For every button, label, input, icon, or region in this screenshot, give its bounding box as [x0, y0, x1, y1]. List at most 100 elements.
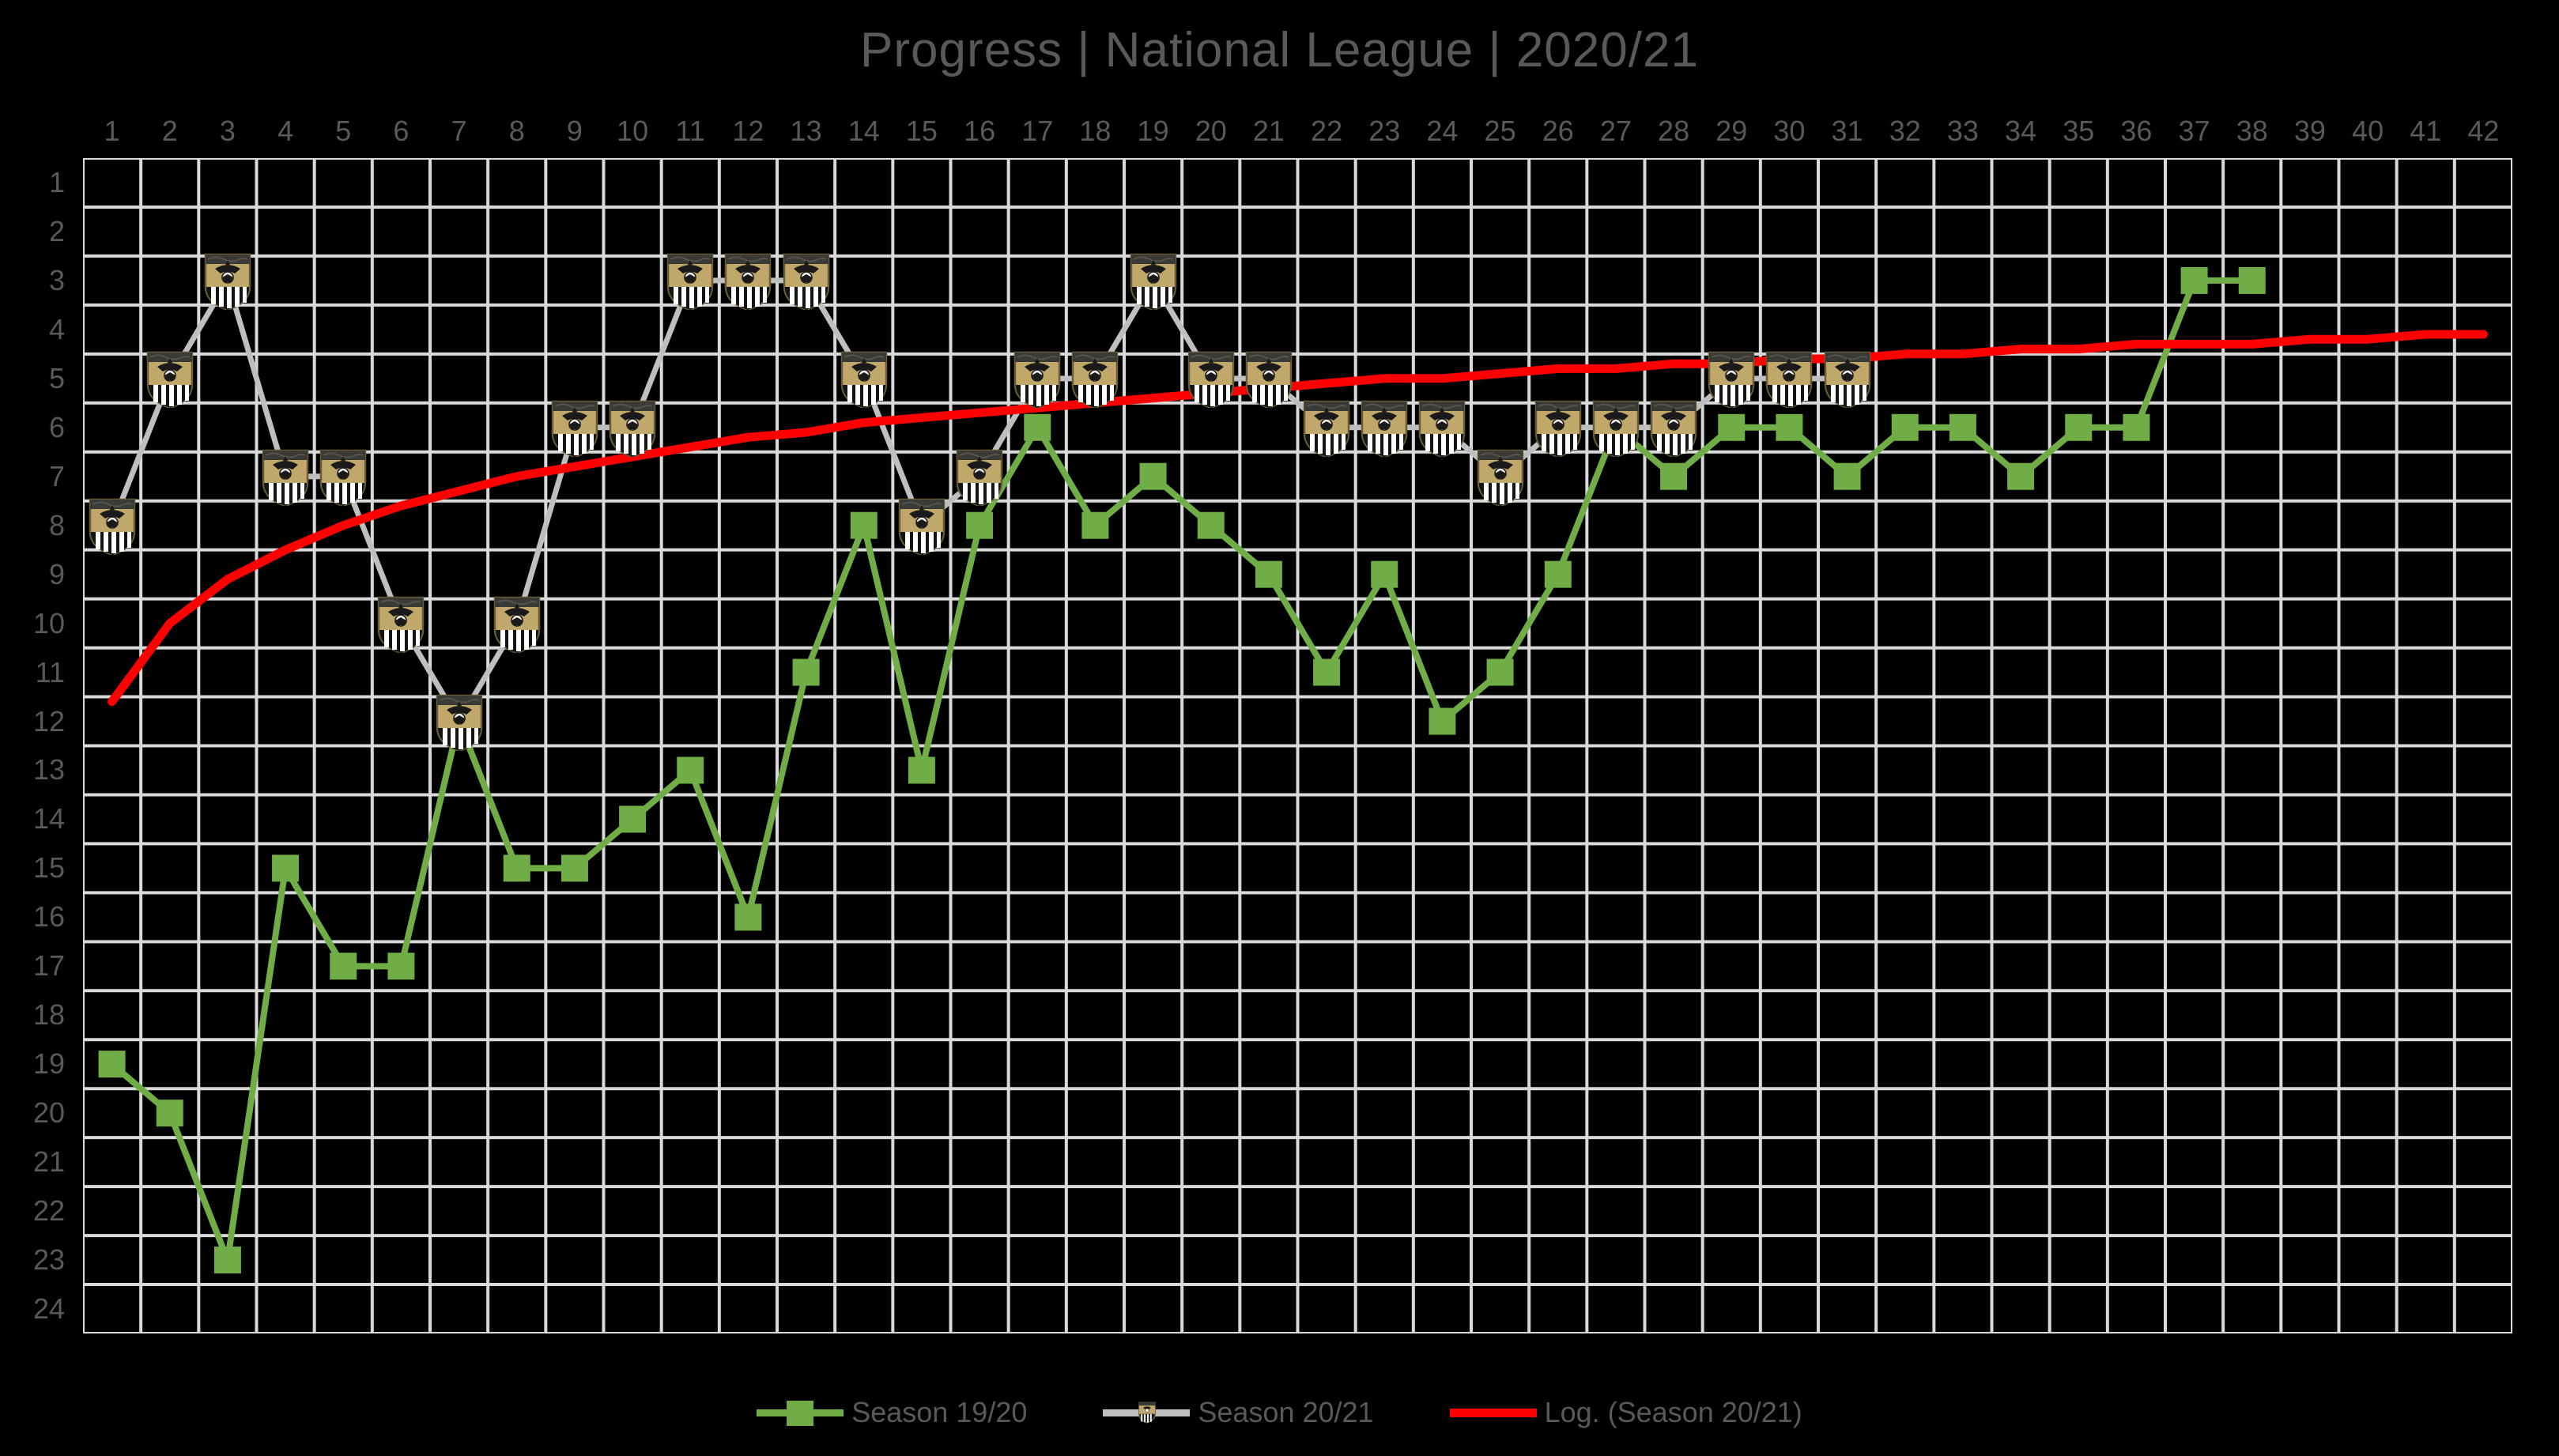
y-axis-tick-labels: 1 2 3 4 5 6 7 8 9 10 11 12 13 14 15 16 17 18 19 20 21 22 23 24	[0, 158, 76, 1333]
data-point-season-20-21-badge	[203, 251, 252, 311]
y-axis-tick-18: 18	[32, 998, 65, 1032]
x-axis-tick-16: 16	[964, 115, 996, 147]
data-point-season-20-21-badge	[608, 398, 657, 458]
y-axis-tick-10: 10	[32, 606, 65, 639]
legend-item-log-trendline[interactable]: Log. (Season 20/21)	[1449, 1396, 1802, 1428]
data-point-season-19-20	[966, 511, 994, 539]
data-point-season-19-20	[1949, 413, 1976, 441]
x-axis-tick-40: 40	[2352, 115, 2384, 147]
x-axis-tick-28: 28	[1658, 115, 1690, 147]
legend-item-season-19-20[interactable]: Season 19/20	[757, 1397, 1027, 1428]
x-axis-tick-10: 10	[617, 115, 649, 147]
y-axis-tick-21: 21	[32, 1145, 65, 1179]
x-axis-tick-39: 39	[2293, 115, 2326, 147]
data-point-season-20-21-badge	[1534, 398, 1583, 458]
y-axis-tick-4: 4	[48, 312, 65, 345]
data-point-season-19-20	[2065, 413, 2093, 441]
series-season-19-20-line	[98, 266, 2266, 1274]
x-axis-tick-20: 20	[1195, 115, 1227, 147]
data-point-season-19-20	[330, 952, 357, 980]
x-axis-tick-21: 21	[1252, 115, 1285, 147]
green-square-marker-icon	[757, 1401, 844, 1426]
data-point-season-19-20	[1891, 413, 1919, 441]
y-axis-tick-16: 16	[32, 900, 65, 934]
x-axis-tick-33: 33	[1946, 115, 1979, 147]
data-point-season-19-20	[677, 756, 704, 784]
y-axis-tick-11: 11	[35, 655, 65, 688]
x-axis-tick-34: 34	[2005, 115, 2037, 147]
page-title: Progress | National League | 2020/21	[860, 23, 1699, 77]
red-line-marker-icon	[1449, 1408, 1537, 1417]
data-point-season-20-21-badge	[1417, 398, 1466, 458]
data-point-season-20-21-badge	[1823, 349, 1872, 409]
x-axis-tick-2: 2	[161, 115, 178, 147]
x-axis-tick-9: 9	[566, 115, 583, 147]
legend-label-log-trendline: Log. (Season 20/21)	[1544, 1396, 1802, 1428]
data-point-season-19-20	[2238, 266, 2266, 294]
data-point-season-19-20	[1371, 560, 1398, 588]
x-axis-tick-23: 23	[1368, 115, 1401, 147]
data-point-season-20-21-badge	[840, 349, 889, 409]
data-point-season-19-20	[1660, 462, 1688, 490]
data-point-season-19-20	[1255, 560, 1282, 588]
y-axis-tick-2: 2	[48, 214, 65, 247]
y-axis-tick-6: 6	[48, 410, 65, 443]
x-axis-tick-13: 13	[790, 115, 822, 147]
data-point-season-20-21-badge	[1244, 349, 1293, 409]
legend-label-season-19-20: Season 19/20	[851, 1396, 1028, 1428]
data-point-season-19-20	[1139, 462, 1167, 490]
y-axis-tick-3: 3	[48, 263, 65, 296]
x-axis-tick-4: 4	[277, 115, 294, 147]
data-point-season-19-20	[908, 756, 935, 784]
x-axis-tick-35: 35	[2063, 115, 2095, 147]
y-axis-tick-15: 15	[32, 851, 65, 885]
data-point-season-20-21-badge	[1129, 251, 1178, 311]
x-axis-tick-31: 31	[1831, 115, 1863, 147]
data-point-season-20-21-badge	[666, 251, 715, 311]
data-point-season-20-21-badge	[493, 594, 542, 654]
x-axis-tick-17: 17	[1021, 115, 1054, 147]
x-axis-tick-8: 8	[508, 115, 525, 147]
y-axis-tick-17: 17	[32, 949, 65, 983]
x-axis-tick-19: 19	[1137, 115, 1169, 147]
data-point-season-19-20	[213, 1247, 241, 1274]
y-axis-tick-19: 19	[32, 1047, 65, 1081]
x-axis-tick-38: 38	[2236, 115, 2268, 147]
y-axis-tick-7: 7	[48, 459, 65, 492]
x-axis-tick-24: 24	[1426, 115, 1459, 147]
data-point-season-20-21-badge	[1013, 349, 1062, 409]
x-axis-tick-3: 3	[219, 115, 236, 147]
data-point-season-19-20	[850, 511, 878, 539]
club-badge-marker-icon	[1103, 1398, 1191, 1427]
plot-area	[83, 158, 2512, 1333]
x-axis-tick-41: 41	[2410, 115, 2442, 147]
x-axis-tick-11: 11	[675, 115, 705, 147]
data-point-season-20-21-badge	[1476, 447, 1525, 507]
y-axis-tick-12: 12	[32, 704, 65, 737]
data-point-season-19-20	[1486, 658, 1514, 686]
data-point-season-20-21-badge	[319, 447, 368, 507]
x-axis-tick-labels: 1 2 3 4 5 6 7 8 9 10 11 12 13 14 15 16 17 18 19 20 21 22 23 24 2…	[83, 112, 2512, 150]
y-axis-tick-22: 22	[32, 1194, 65, 1228]
data-point-season-20-21-badge	[550, 398, 599, 458]
x-axis-tick-26: 26	[1542, 115, 1574, 147]
data-point-season-19-20	[1544, 560, 1572, 588]
x-axis-tick-27: 27	[1599, 115, 1632, 147]
y-axis-tick-5: 5	[48, 361, 65, 394]
data-point-season-20-21-badge	[1765, 349, 1814, 409]
legend-item-season-20-21[interactable]: Season 20/21	[1103, 1397, 1374, 1428]
data-point-season-19-20	[560, 854, 588, 882]
x-axis-tick-30: 30	[1773, 115, 1806, 147]
data-point-season-20-21-badge	[1591, 398, 1640, 458]
x-axis-tick-6: 6	[393, 115, 410, 147]
y-axis-tick-24: 24	[32, 1292, 65, 1326]
grid-lines	[83, 158, 2512, 1333]
data-point-season-19-20	[1429, 707, 1456, 735]
data-point-season-20-21-badge	[723, 251, 772, 311]
data-point-season-19-20	[503, 854, 530, 882]
x-axis-tick-36: 36	[2120, 115, 2153, 147]
data-point-season-19-20	[1833, 462, 1861, 490]
y-axis-tick-1: 1	[48, 165, 65, 198]
y-axis-tick-8: 8	[48, 508, 65, 541]
series-log-trendline	[108, 330, 2488, 707]
